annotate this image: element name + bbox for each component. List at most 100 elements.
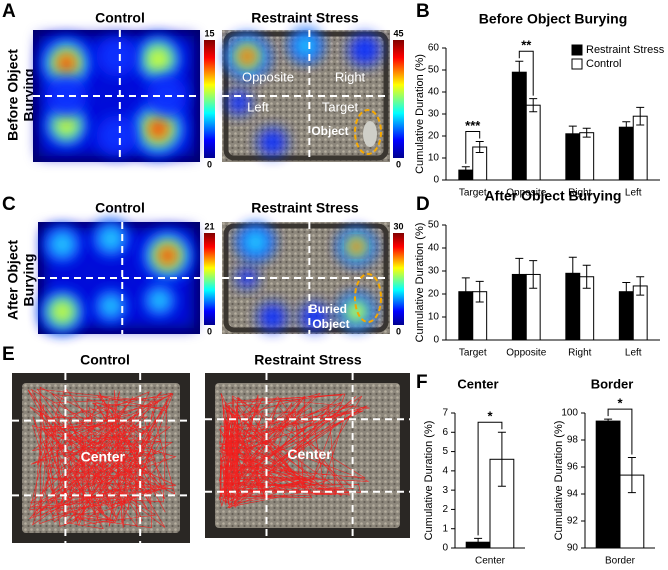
- panel-label: F: [416, 372, 428, 393]
- heat-blob: [350, 240, 363, 253]
- error-bar: [475, 141, 484, 153]
- panel-label: A: [2, 1, 16, 22]
- zone-label: Center: [287, 446, 332, 462]
- colorbar: [204, 233, 215, 325]
- colorbar-min: 0: [396, 326, 401, 336]
- bar: [579, 132, 595, 181]
- error-bar: [568, 256, 577, 290]
- significance: *: [487, 409, 493, 424]
- heat-blob: [239, 48, 255, 64]
- heat-blob: [293, 33, 319, 59]
- bar: [595, 420, 621, 549]
- heatmaps: 15 0 45 0 21 0 30 0 Opposite Right Left Target Objec…: [12, 28, 410, 543]
- column-title: Control: [80, 352, 130, 368]
- y-tick-label: 92: [567, 516, 579, 527]
- object: [363, 121, 377, 147]
- zone-label: Object: [312, 317, 349, 331]
- panel-label: B: [416, 1, 430, 22]
- colorbar-max: 15: [204, 28, 214, 38]
- significance: ***: [465, 118, 481, 133]
- significance-bracket: [518, 50, 534, 96]
- panel-label: C: [2, 194, 16, 215]
- legend-label: Restraint Stress: [586, 44, 665, 56]
- heat-blob: [148, 119, 168, 139]
- significance-bracket: [477, 421, 503, 536]
- heat-blob: [48, 230, 77, 259]
- x-tick-label: Target: [459, 348, 487, 359]
- error-bar: [529, 98, 538, 113]
- row-label: Burying: [21, 254, 37, 307]
- y-axis-label: Cumulative Duration (%): [414, 223, 426, 343]
- error-bar: [627, 457, 636, 494]
- x-tick-label: Left: [625, 188, 642, 199]
- error-bar: [568, 125, 577, 142]
- bar: [525, 104, 541, 181]
- x-tick-label: Target: [459, 188, 487, 199]
- y-tick-label: 40: [428, 87, 440, 98]
- legend-label: Control: [586, 58, 621, 70]
- row-label: After Object: [5, 240, 21, 320]
- x-tick-label: Center: [475, 556, 506, 567]
- heat-blob: [300, 303, 329, 332]
- y-tick-label: 50: [428, 65, 440, 76]
- error-bar: [474, 537, 483, 547]
- colorbar-min: 0: [207, 159, 212, 169]
- bar: [511, 71, 527, 181]
- y-tick-label: 60: [428, 43, 440, 54]
- y-tick-label: 0: [433, 175, 439, 186]
- error-bar: [497, 431, 506, 487]
- y-tick-label: 5: [442, 446, 448, 457]
- error-bar: [515, 257, 524, 292]
- heat-blob: [98, 293, 124, 319]
- colorbar: [204, 40, 215, 158]
- y-tick-label: 50: [428, 220, 440, 231]
- heat-blob: [258, 303, 287, 332]
- heat-blob: [348, 33, 381, 66]
- heatmap: [222, 29, 390, 162]
- error-bar: [582, 264, 591, 289]
- legend-swatch: [571, 58, 583, 70]
- y-tick-label: 10: [428, 312, 440, 323]
- heat-blob: [158, 246, 177, 265]
- row-label: Burying: [21, 69, 37, 122]
- heat-blob: [144, 45, 172, 73]
- y-tick-label: 3: [442, 485, 448, 496]
- zone-label: Target: [322, 99, 359, 114]
- column-title: Control: [95, 10, 145, 26]
- panel-label: E: [2, 344, 15, 365]
- legend-swatch: [571, 44, 583, 56]
- error-bar: [622, 121, 631, 134]
- y-tick-label: 94: [567, 489, 579, 500]
- object-outline: [354, 109, 382, 155]
- heatmap: [222, 222, 390, 334]
- chart-title: After Object Burying: [485, 188, 622, 204]
- colorbar: [393, 233, 404, 325]
- x-tick-label: Left: [625, 348, 642, 359]
- colorbar-max: 30: [393, 221, 403, 231]
- y-tick-label: 98: [567, 435, 579, 446]
- column-title: Restraint Stress: [251, 10, 359, 26]
- heat-blob: [57, 54, 76, 72]
- x-tick-label: Border: [605, 556, 636, 567]
- object-outline: [354, 273, 382, 323]
- chart-title: Center: [457, 376, 498, 391]
- zone-label: Center: [81, 449, 126, 465]
- error-bar: [529, 260, 538, 289]
- error-bar: [582, 127, 591, 138]
- heat-blob: [96, 36, 137, 77]
- error-bar: [515, 60, 524, 84]
- significance: **: [521, 38, 532, 53]
- colorbar-min: 0: [207, 326, 212, 336]
- colorbar-max: 45: [393, 28, 403, 38]
- y-tick-label: 100: [561, 408, 578, 419]
- error-bar: [461, 166, 470, 174]
- y-tick-label: 0: [433, 335, 439, 346]
- chart-title: Before Object Burying: [479, 11, 628, 27]
- panel-label: D: [416, 194, 430, 215]
- zone-label: Left: [247, 99, 269, 114]
- y-tick-label: 6: [442, 427, 448, 438]
- colorbar-max: 21: [204, 221, 214, 231]
- y-axis-label: Cumulative Duration (%): [423, 421, 435, 541]
- colorbar: [393, 40, 404, 158]
- column-title: Restraint Stress: [254, 352, 362, 368]
